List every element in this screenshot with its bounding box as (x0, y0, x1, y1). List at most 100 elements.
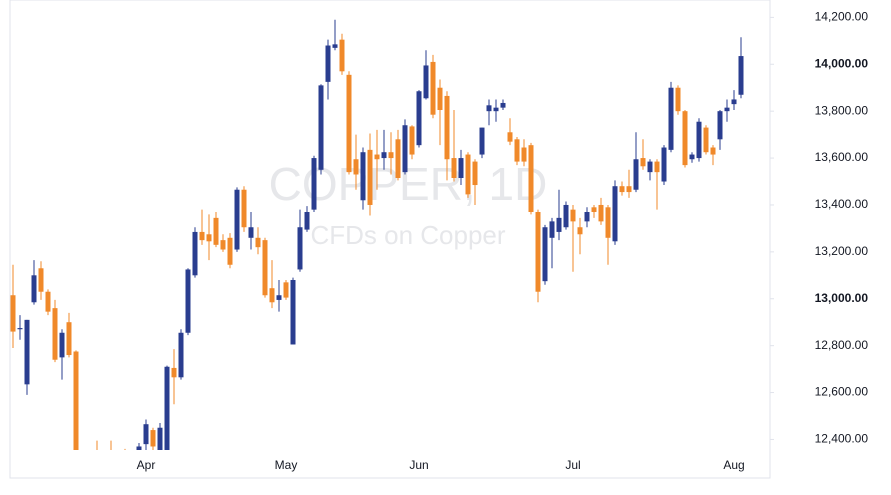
watermark-subtitle: CFDs on Copper (310, 220, 505, 250)
candle-body (150, 430, 156, 447)
candle-body (227, 237, 233, 265)
x-tick-label: Aug (723, 458, 744, 472)
candle-body (171, 367, 177, 378)
candle-body (612, 186, 618, 242)
y-tick-label: 12,400.00 (815, 432, 869, 446)
candle-body (493, 107, 499, 112)
candle-body (535, 212, 541, 292)
candle-body (157, 427, 163, 450)
candle-body (486, 105, 492, 112)
candle-body (710, 147, 716, 155)
candle-body (549, 221, 555, 238)
candle-body (332, 44, 338, 48)
candle-body (731, 99, 737, 105)
x-tick-label: Jul (565, 458, 580, 472)
candle-body (73, 351, 79, 450)
candle-body (500, 102, 506, 108)
candle-body (633, 159, 639, 190)
candle-body (388, 152, 394, 159)
candles (10, 19, 744, 474)
x-tick-label: May (275, 458, 298, 472)
candle-body (626, 186, 632, 193)
candle-body (17, 328, 23, 330)
candle-body (507, 132, 513, 142)
y-tick-label: 13,400.00 (815, 197, 869, 211)
candle-body (360, 152, 366, 201)
candle-body (95, 454, 100, 463)
candle-body (542, 227, 548, 282)
candle-body (584, 212, 590, 222)
candle-body (241, 189, 247, 228)
y-tick-label: 12,800.00 (815, 338, 869, 352)
candle-body (675, 87, 681, 112)
watermark-title: COPPER, 1D (269, 158, 548, 210)
candle-body (444, 95, 450, 160)
candle-body (81, 458, 86, 474)
candle-body (276, 295, 282, 300)
candle-body (66, 322, 72, 356)
plot-frame (9, 0, 771, 479)
candle-body (465, 154, 471, 195)
candle-body (325, 45, 331, 82)
y-tick-label: 13,200.00 (815, 244, 869, 258)
candle-body (437, 87, 443, 110)
candle-body (116, 456, 121, 465)
candle-body (199, 231, 205, 241)
candle-body (528, 145, 534, 212)
candle-body (619, 186, 625, 193)
candle-body (262, 240, 268, 296)
candle-body (703, 127, 709, 153)
candle-body (514, 139, 520, 162)
candle-body (304, 212, 310, 230)
candle-body (598, 204, 604, 222)
candle-body (381, 152, 387, 159)
candle-body (220, 240, 226, 250)
candle-body (591, 207, 597, 212)
candle-body (409, 126, 415, 155)
candle-body (10, 295, 16, 332)
candle-body (563, 204, 569, 228)
candle-body (123, 454, 128, 461)
candle-body (717, 111, 723, 140)
candle-body (45, 291, 51, 312)
candle-body (724, 107, 730, 112)
y-tick-label: 14,200.00 (815, 10, 869, 24)
candle-body (577, 227, 583, 235)
x-tick-label: Apr (137, 458, 156, 472)
candle-body (136, 446, 142, 450)
candle-body (269, 288, 275, 303)
candle-body (102, 458, 107, 465)
candle-body (353, 159, 359, 175)
candle-body (472, 161, 478, 186)
candle-body (297, 227, 303, 270)
candle-body (556, 217, 562, 232)
candle-body (318, 85, 324, 170)
x-tick-label: Jun (409, 458, 428, 472)
candle-body (109, 456, 114, 463)
candle-body (402, 125, 408, 173)
candle-body (654, 161, 660, 173)
candle-body (521, 147, 527, 162)
candle-body (647, 161, 653, 173)
candle-body (395, 139, 401, 178)
candle-body (458, 158, 464, 178)
y-tick-label: 13,600.00 (815, 150, 869, 164)
candle-body (283, 282, 289, 298)
y-tick-label: 14,000.00 (815, 56, 869, 70)
candle-body (640, 158, 646, 167)
candle-body (570, 209, 576, 222)
y-tick-label: 13,000.00 (815, 291, 869, 305)
candle-body (696, 121, 702, 159)
candle-body (605, 207, 611, 238)
candle-body (206, 234, 212, 242)
candle-body (416, 91, 422, 146)
candle-body (346, 74, 352, 173)
candle-body (52, 308, 58, 360)
candle-body (164, 366, 170, 450)
candle-body (255, 237, 261, 248)
candle-body (130, 454, 135, 463)
candle-body (234, 189, 240, 250)
candle-body (661, 147, 667, 182)
candle-body (38, 268, 44, 292)
candle-body (423, 65, 429, 99)
